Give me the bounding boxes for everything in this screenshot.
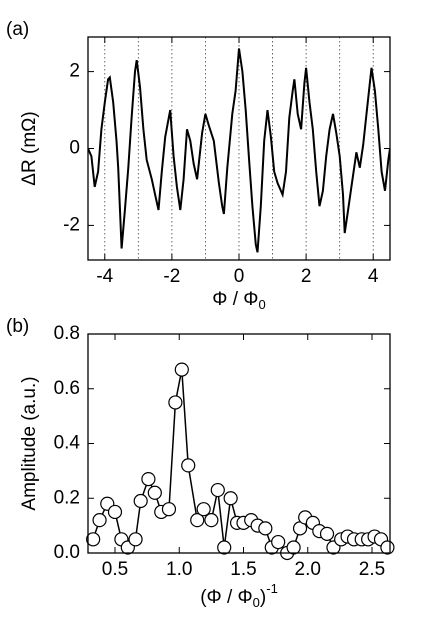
data-point: [107, 504, 123, 520]
y-axis-label-part: Amplitude (a.u.): [19, 376, 40, 510]
data-point: [147, 485, 162, 500]
x-tick-label: 2.0: [295, 559, 321, 580]
data-point: [133, 493, 148, 509]
y-tick-label: 0.4: [54, 433, 81, 454]
plot-frame: [87, 333, 391, 554]
y-tick-label: 0.2: [54, 487, 80, 508]
data-point: [319, 526, 335, 541]
x-tick-label: 4: [368, 266, 379, 287]
x-tick-label: -2: [163, 266, 180, 287]
data-line: [88, 48, 390, 253]
data-point: [217, 540, 232, 555]
data-point: [196, 502, 211, 517]
x-tick-label: 1.0: [166, 559, 192, 580]
y-tick-label: 0.6: [54, 378, 80, 399]
x-axis-label-part: ): [260, 587, 266, 608]
x-tick-label: 2: [301, 266, 312, 287]
data-point: [161, 502, 177, 517]
y-axis-label-part: ΔR (mΩ): [19, 111, 40, 185]
data-point: [92, 513, 107, 528]
x-tick-label: 2.5: [359, 559, 385, 580]
data-point: [223, 491, 238, 506]
data-point: [141, 471, 156, 487]
data-point: [286, 540, 301, 555]
x-tick-label: 1.5: [230, 559, 256, 580]
x-tick-label: 0: [234, 266, 245, 287]
panel-label: (a): [6, 19, 29, 40]
y-axis-label: Amplitude (a.u.): [19, 376, 40, 510]
x-tick-label: 0.5: [102, 559, 128, 580]
panel-label: (b): [6, 316, 29, 337]
y-tick-label: 2: [69, 61, 80, 82]
y-tick-label: 0.8: [54, 323, 80, 344]
data-point: [380, 540, 395, 555]
x-axis-label-part: 0: [253, 595, 260, 610]
data-point: [210, 482, 225, 498]
data-point: [271, 534, 286, 550]
data-point: [204, 513, 219, 528]
plot-frame: [87, 36, 391, 261]
x-axis-label-part: -1: [266, 581, 278, 596]
y-tick-label: -2: [63, 214, 80, 235]
x-axis-label: Φ / Φ0: [212, 289, 265, 312]
x-axis-label-part: Φ / Φ: [212, 289, 258, 310]
x-axis-label-part: (Φ / Φ: [200, 587, 252, 608]
y-axis-label: ΔR (mΩ): [19, 111, 40, 185]
y-tick-label: 0: [69, 138, 80, 159]
data-point: [128, 532, 143, 547]
data-point: [86, 532, 101, 547]
data-point: [258, 521, 273, 536]
x-axis-label: (Φ / Φ0)-1: [200, 581, 278, 610]
data-point: [190, 513, 205, 528]
x-tick-label: -4: [96, 266, 113, 287]
y-tick-label: 0.0: [54, 542, 80, 563]
data-point: [168, 395, 183, 410]
x-axis-label-part: 0: [258, 297, 265, 312]
data-point: [174, 362, 189, 377]
data-point: [181, 458, 196, 473]
